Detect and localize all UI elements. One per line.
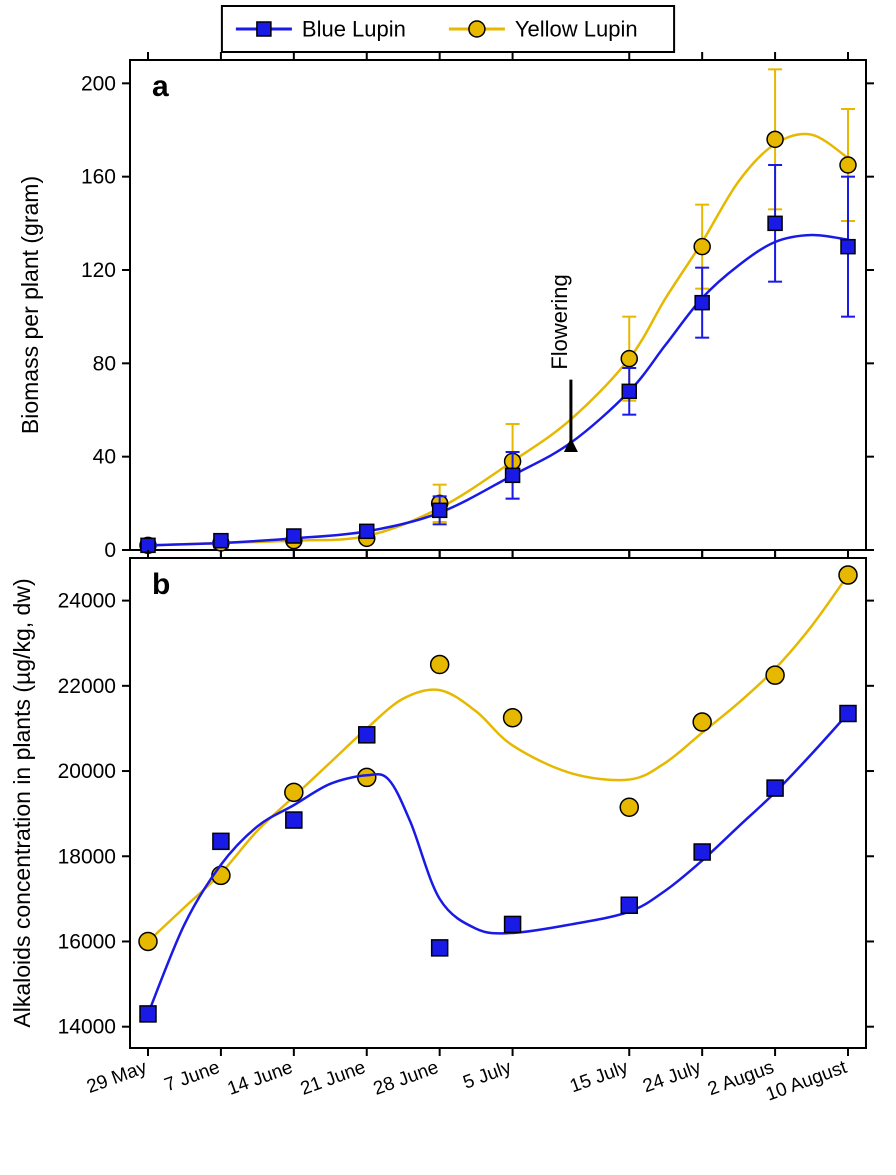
ytick-label: 18000 — [58, 845, 116, 868]
xtick-label: 28 June — [371, 1057, 442, 1100]
xtick-label: 15 July — [567, 1057, 631, 1097]
ytick-label: 14000 — [58, 1016, 116, 1039]
panel-b-ylabel: Alkaloids concentration in plants (µg/kg… — [9, 578, 35, 1027]
ytick-label: 40 — [93, 446, 116, 469]
ytick-label: 80 — [93, 352, 116, 375]
xtick-label: 7 June — [162, 1057, 223, 1096]
legend-label: Blue Lupin — [302, 17, 406, 42]
ytick-label: 0 — [104, 539, 116, 562]
ytick-label: 200 — [81, 72, 116, 95]
ytick-label: 160 — [81, 166, 116, 189]
xtick-label: 5 July — [460, 1057, 514, 1094]
chart-figure: Blue Lupin Yellow Lupin 0 40 80 120 160 200 Biom… — [0, 0, 896, 1175]
legend-label: Yellow Lupin — [515, 17, 638, 42]
ytick-label: 120 — [81, 259, 116, 282]
ytick-label: 22000 — [58, 675, 116, 698]
panel-a-ylabel: Biomass per plant (gram) — [17, 176, 43, 434]
panel-a-label: a — [152, 70, 169, 103]
xtick-label: 21 June — [298, 1057, 369, 1100]
flowering-label: Flowering — [547, 274, 572, 369]
panel-b-yellow-line — [148, 575, 848, 941]
xtick-label: 29 May — [84, 1057, 150, 1098]
panel-b-blue-line — [148, 714, 848, 1014]
xtick-label: 14 June — [225, 1057, 296, 1100]
ytick-label: 16000 — [58, 930, 116, 953]
panel-a-blue-line — [148, 235, 848, 545]
panel-b-label: b — [152, 568, 170, 601]
ytick-label: 20000 — [58, 760, 116, 783]
ytick-label: 24000 — [58, 590, 116, 613]
xtick-label: 24 July — [640, 1057, 704, 1097]
legend: Blue Lupin Yellow Lupin — [222, 6, 674, 52]
xtick-label: 10 August — [763, 1057, 850, 1106]
